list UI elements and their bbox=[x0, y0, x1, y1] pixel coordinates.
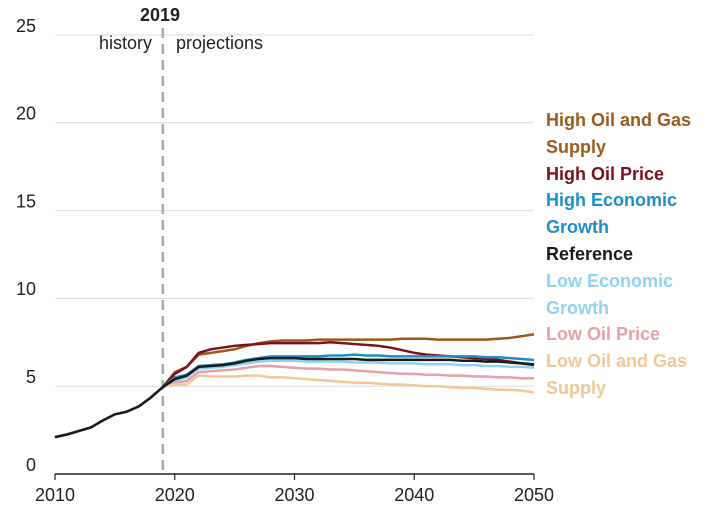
legend-entry: Low Oil and Gas Supply bbox=[546, 351, 688, 398]
x-tick-label: 2050 bbox=[514, 485, 554, 505]
legend-entry: High Oil and Gas Supply bbox=[546, 110, 692, 157]
y-tick-label: 20 bbox=[16, 104, 36, 124]
y-tick-label: 10 bbox=[16, 279, 36, 299]
legend-entry: High Oil Price bbox=[546, 163, 665, 184]
x-tick-label: 2040 bbox=[394, 485, 434, 505]
y-tick-label: 15 bbox=[16, 191, 36, 211]
legend-entry: Low Economic Growth bbox=[546, 270, 674, 318]
x-tick-label: 2030 bbox=[274, 485, 314, 505]
series-line bbox=[54, 359, 535, 439]
legend-entry: Reference bbox=[546, 243, 634, 264]
series-line bbox=[54, 356, 535, 439]
y-tick-label: 25 bbox=[16, 16, 36, 36]
y-tick-label: 5 bbox=[26, 367, 36, 387]
history-label: history bbox=[99, 33, 152, 53]
y-tick-label: 0 bbox=[26, 455, 36, 475]
series-line bbox=[54, 364, 534, 439]
x-tick-label: 2010 bbox=[35, 485, 75, 505]
divider-year: 2019 bbox=[140, 5, 180, 25]
legend-entry: High Economic Growth bbox=[546, 190, 678, 238]
projections-label: projections bbox=[176, 33, 263, 53]
legend-entry: Low Oil Price bbox=[546, 324, 661, 345]
legend: High Oil and Gas Supply High Oil Price Hig… bbox=[546, 107, 726, 402]
x-tick-label: 2020 bbox=[155, 485, 195, 505]
series-line bbox=[54, 374, 535, 439]
